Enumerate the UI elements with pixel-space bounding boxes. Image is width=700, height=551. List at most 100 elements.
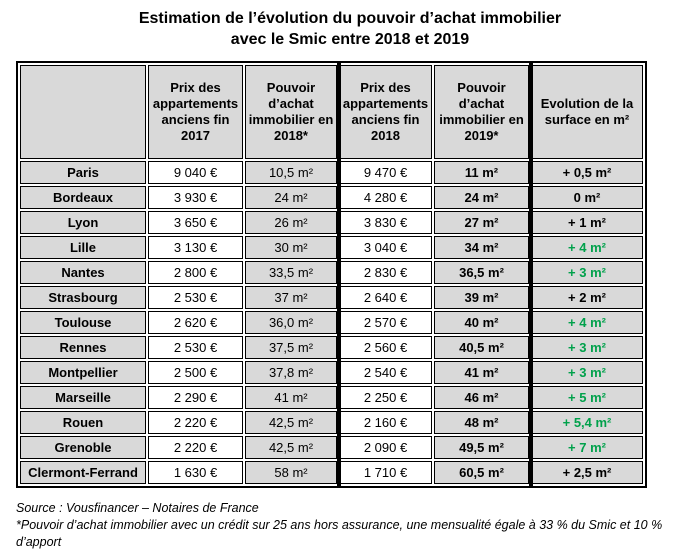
cell-city: Marseille <box>20 386 146 409</box>
footer: Source : Vousfinancer – Notaires de Fran… <box>16 500 700 551</box>
cell-pouvoir-2019: 11 m² <box>434 161 529 184</box>
cell-city: Paris <box>20 161 146 184</box>
header-evolution-surface: Evolution de la surface en m² <box>531 65 643 159</box>
cell-prix-2018: 2 250 € <box>339 386 432 409</box>
cell-prix-2018: 1 710 € <box>339 461 432 484</box>
cell-evolution: + 3 m² <box>531 361 643 384</box>
header-row: Prix des appartements anciens fin 2017 P… <box>20 65 643 159</box>
table-row: Nantes 2 800 €33,5 m² 2 830 €36,5 m² + 3 m² <box>20 261 643 284</box>
cell-prix-2018: 4 280 € <box>339 186 432 209</box>
cell-pouvoir-2018: 37 m² <box>245 286 337 309</box>
cell-pouvoir-2018: 41 m² <box>245 386 337 409</box>
cell-pouvoir-2019: 34 m² <box>434 236 529 259</box>
table-row: Bordeaux 3 930 €24 m² 4 280 €24 m² 0 m² <box>20 186 643 209</box>
cell-pouvoir-2019: 41 m² <box>434 361 529 384</box>
cell-prix-2018: 2 570 € <box>339 311 432 334</box>
cell-city: Montpellier <box>20 361 146 384</box>
table-row: Lille 3 130 €30 m² 3 040 €34 m² + 4 m² <box>20 236 643 259</box>
thick-column-divider-right <box>529 61 533 488</box>
cell-evolution: + 0,5 m² <box>531 161 643 184</box>
cell-pouvoir-2019: 48 m² <box>434 411 529 434</box>
cell-city: Grenoble <box>20 436 146 459</box>
header-prix-2018: Prix des appartements anciens fin 2018 <box>339 65 432 159</box>
data-table-wrapper: Prix des appartements anciens fin 2017 P… <box>16 61 647 488</box>
table-row: Paris 9 040 €10,5 m² 9 470 €11 m² + 0,5 m² <box>20 161 643 184</box>
cell-pouvoir-2018: 33,5 m² <box>245 261 337 284</box>
thick-column-divider-left <box>337 61 341 488</box>
cell-pouvoir-2019: 24 m² <box>434 186 529 209</box>
cell-pouvoir-2018: 36,0 m² <box>245 311 337 334</box>
cell-pouvoir-2018: 24 m² <box>245 186 337 209</box>
cell-prix-2017: 3 650 € <box>148 211 243 234</box>
footnote-line: *Pouvoir d’achat immobilier avec un créd… <box>16 518 663 549</box>
cell-city: Bordeaux <box>20 186 146 209</box>
cell-pouvoir-2019: 46 m² <box>434 386 529 409</box>
table-body: Paris 9 040 €10,5 m² 9 470 €11 m² + 0,5 m² B… <box>20 161 643 484</box>
cell-pouvoir-2019: 40,5 m² <box>434 336 529 359</box>
header-prix-2017: Prix des appartements anciens fin 2017 <box>148 65 243 159</box>
cell-city: Rennes <box>20 336 146 359</box>
cell-city: Strasbourg <box>20 286 146 309</box>
cell-prix-2018: 2 830 € <box>339 261 432 284</box>
cell-pouvoir-2019: 60,5 m² <box>434 461 529 484</box>
cell-pouvoir-2018: 30 m² <box>245 236 337 259</box>
cell-evolution: + 4 m² <box>531 311 643 334</box>
cell-city: Toulouse <box>20 311 146 334</box>
cell-prix-2018: 3 040 € <box>339 236 432 259</box>
table-row: Lyon 3 650 €26 m² 3 830 €27 m² + 1 m² <box>20 211 643 234</box>
cell-evolution: + 3 m² <box>531 336 643 359</box>
cell-prix-2017: 2 530 € <box>148 286 243 309</box>
cell-prix-2017: 3 130 € <box>148 236 243 259</box>
table-row: Rouen 2 220 €42,5 m² 2 160 €48 m² + 5,4 m² <box>20 411 643 434</box>
cell-prix-2017: 2 800 € <box>148 261 243 284</box>
cell-pouvoir-2019: 36,5 m² <box>434 261 529 284</box>
title-line-1: Estimation de l’évolution du pouvoir d’a… <box>138 10 562 27</box>
data-table: Prix des appartements anciens fin 2017 P… <box>16 61 647 488</box>
cell-evolution: + 1 m² <box>531 211 643 234</box>
cell-pouvoir-2018: 42,5 m² <box>245 411 337 434</box>
cell-prix-2018: 2 090 € <box>339 436 432 459</box>
title-line-2: avec le Smic entre 2018 et 2019 <box>230 31 470 48</box>
source-line: Source : Vousfinancer – Notaires de Fran… <box>16 501 259 515</box>
cell-evolution: + 3 m² <box>531 261 643 284</box>
cell-prix-2018: 3 830 € <box>339 211 432 234</box>
cell-city: Lille <box>20 236 146 259</box>
cell-pouvoir-2019: 39 m² <box>434 286 529 309</box>
header-pouvoir-2019: Pouvoir d’achat immobilier en 2019* <box>434 65 529 159</box>
header-pouvoir-2018: Pouvoir d’achat immobilier en 2018* <box>245 65 337 159</box>
table-row: Rennes 2 530 €37,5 m² 2 560 €40,5 m² + 3 m² <box>20 336 643 359</box>
cell-city: Clermont-Ferrand <box>20 461 146 484</box>
cell-prix-2017: 2 290 € <box>148 386 243 409</box>
table-row: Marseille 2 290 €41 m² 2 250 €46 m² + 5 m² <box>20 386 643 409</box>
cell-evolution: + 2 m² <box>531 286 643 309</box>
cell-evolution: 0 m² <box>531 186 643 209</box>
cell-prix-2018: 9 470 € <box>339 161 432 184</box>
table-row: Strasbourg 2 530 €37 m² 2 640 €39 m² + 2 m² <box>20 286 643 309</box>
table-row: Toulouse 2 620 €36,0 m² 2 570 €40 m² + 4 m² <box>20 311 643 334</box>
table-row: Montpellier 2 500 €37,8 m² 2 540 €41 m² + 3… <box>20 361 643 384</box>
cell-pouvoir-2018: 58 m² <box>245 461 337 484</box>
cell-pouvoir-2018: 37,8 m² <box>245 361 337 384</box>
cell-pouvoir-2019: 49,5 m² <box>434 436 529 459</box>
cell-pouvoir-2018: 42,5 m² <box>245 436 337 459</box>
cell-prix-2017: 2 620 € <box>148 311 243 334</box>
cell-prix-2018: 2 540 € <box>339 361 432 384</box>
cell-prix-2017: 2 220 € <box>148 411 243 434</box>
header-empty <box>20 65 146 159</box>
cell-evolution: + 2,5 m² <box>531 461 643 484</box>
page-title: Estimation de l’évolution du pouvoir d’a… <box>0 8 700 50</box>
cell-pouvoir-2019: 27 m² <box>434 211 529 234</box>
cell-prix-2017: 3 930 € <box>148 186 243 209</box>
cell-pouvoir-2018: 10,5 m² <box>245 161 337 184</box>
table-row: Clermont-Ferrand 1 630 €58 m² 1 710 €60,5 … <box>20 461 643 484</box>
cell-prix-2018: 2 640 € <box>339 286 432 309</box>
cell-city: Lyon <box>20 211 146 234</box>
cell-prix-2017: 2 530 € <box>148 336 243 359</box>
cell-evolution: + 5 m² <box>531 386 643 409</box>
table-row: Grenoble 2 220 €42,5 m² 2 090 €49,5 m² + 7 … <box>20 436 643 459</box>
cell-prix-2017: 2 220 € <box>148 436 243 459</box>
cell-city: Rouen <box>20 411 146 434</box>
cell-pouvoir-2018: 26 m² <box>245 211 337 234</box>
cell-pouvoir-2018: 37,5 m² <box>245 336 337 359</box>
cell-evolution: + 4 m² <box>531 236 643 259</box>
